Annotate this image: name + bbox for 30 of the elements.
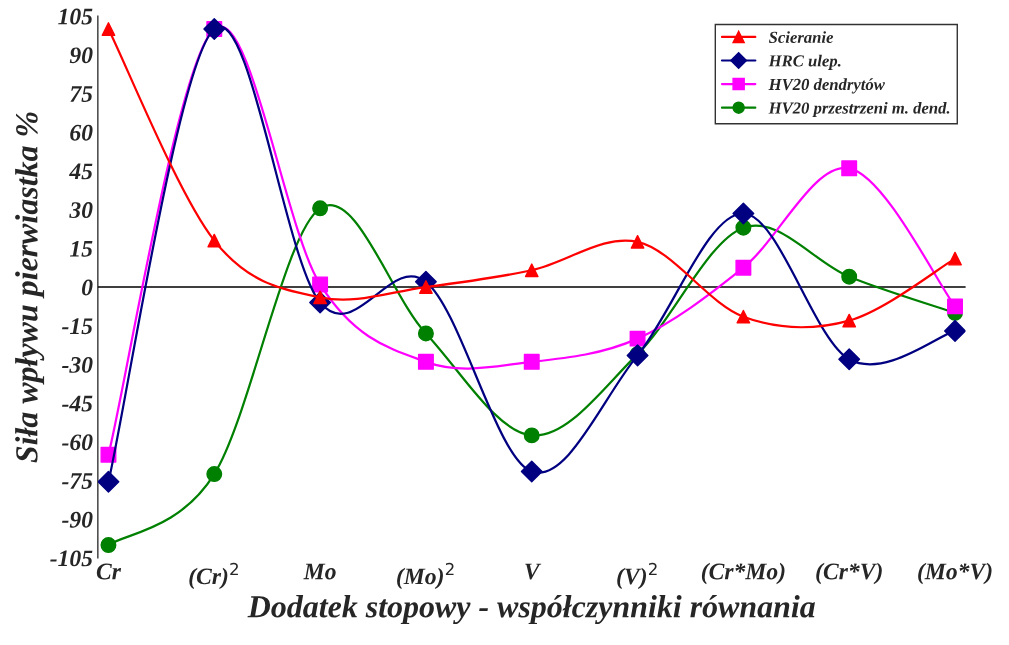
y-tick-label: 90 [69, 47, 93, 64]
legend-label: HV20 dendrytów [768, 78, 885, 94]
y-tick-label: -60 [62, 434, 93, 451]
x-tick-label: (Cr*V) [816, 562, 882, 585]
legend-label: Scieranie [768, 31, 834, 43]
x-tick-label: Mo [303, 563, 336, 580]
y-tick-label: 60 [70, 124, 93, 141]
y-tick-label: -15 [62, 318, 93, 335]
legend-label: HV20 przestrzeni m. dend. [768, 101, 950, 118]
x-tick-label: V [525, 563, 542, 580]
y-tick-label: 30 [69, 202, 93, 219]
x-axis-title: Dodatek stopowy - współczynniki równania [247, 595, 815, 625]
x-tick-label: (V)$^{2}$ [617, 562, 657, 590]
legend-label: HRC ulep. [768, 54, 841, 70]
y-tick-label: 0 [82, 279, 93, 296]
y-tick-label: -30 [62, 356, 93, 373]
y-tick-label: -90 [62, 511, 93, 528]
y-tick-label: -75 [62, 473, 93, 489]
y-tick-label: -45 [62, 395, 93, 412]
x-tick-label: (Cr*Mo) [701, 562, 785, 585]
y-tick-label: 75 [70, 86, 93, 102]
x-tick-label: (Mo*V) [918, 562, 992, 585]
y-tick-label: -105 [50, 550, 93, 567]
x-tick-label: (Mo)$^{2}$ [397, 562, 454, 590]
y-tick-label: 45 [69, 163, 93, 180]
y-tick-label: 15 [69, 240, 93, 257]
x-tick-label: (Cr)$^{2}$ [189, 562, 238, 590]
y-tick-label: 105 [58, 8, 93, 25]
x-tick-label: Cr [96, 563, 122, 580]
y-axis-title: Siła wpływu pierwiastka % [15, 112, 45, 463]
